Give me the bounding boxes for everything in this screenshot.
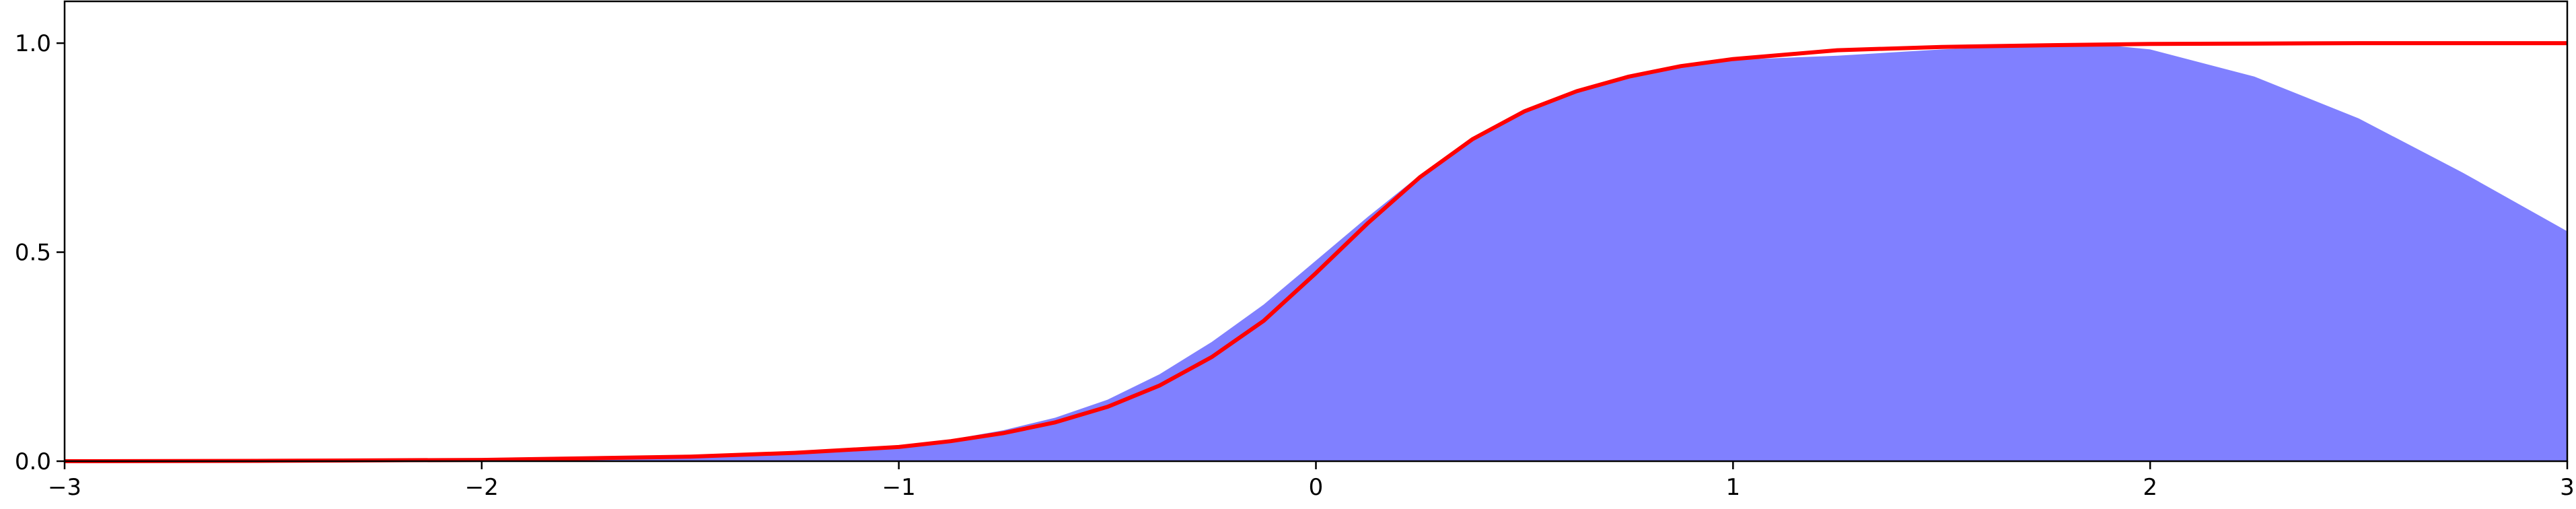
line-layer xyxy=(64,41,2567,463)
x-tick-label: 2 xyxy=(2143,474,2157,501)
x-tick-label: 3 xyxy=(2560,474,2575,501)
x-tick-label: 1 xyxy=(1726,474,1741,501)
y-tick-label: 1.0 xyxy=(15,30,51,57)
x-tick-label: −1 xyxy=(882,474,916,501)
area-layer xyxy=(65,45,2567,461)
series-line-1 xyxy=(64,41,2567,463)
x-axis: −3 −2 −1 0 1 2 3 xyxy=(48,461,2575,501)
x-tick-label: −3 xyxy=(48,474,81,501)
series-area-0 xyxy=(65,45,2567,461)
y-tick-label: 0.0 xyxy=(15,448,51,475)
y-axis: 0.0 0.5 1.0 xyxy=(15,30,65,475)
x-tick-label: −2 xyxy=(465,474,499,501)
y-tick-label: 0.5 xyxy=(15,240,51,267)
x-tick-label: 0 xyxy=(1309,474,1324,501)
